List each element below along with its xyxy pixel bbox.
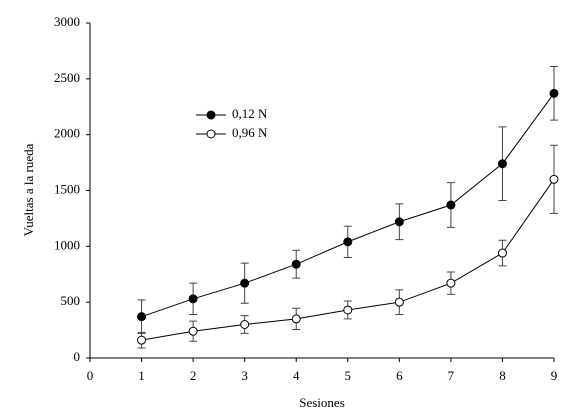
x-tick-label: 6 [396,368,403,383]
y-tick-label: 1000 [54,237,80,252]
x-tick-label: 4 [293,368,300,383]
marker [394,217,404,227]
y-tick-label: 2500 [54,70,80,85]
y-tick-label: 3000 [54,14,80,29]
marker [343,305,353,315]
y-tick-label: 1500 [54,181,80,196]
x-tick-label: 2 [190,368,197,383]
marker [446,278,456,288]
x-tick-label: 0 [87,368,94,383]
y-tick-label: 2000 [54,126,80,141]
legend-marker [206,110,216,120]
x-tick-label: 8 [499,368,506,383]
x-axis-title: Sesiones [299,395,345,410]
legend-marker [206,129,216,139]
y-axis-title: Vueltas a la rueda [21,143,36,236]
marker [291,259,301,269]
legend-label: 0,96 N [232,125,268,140]
legend-label: 0,12 N [232,106,268,121]
marker [343,237,353,247]
marker [188,326,198,336]
marker [549,88,559,98]
x-tick-label: 9 [551,368,558,383]
y-tick-label: 500 [61,293,81,308]
marker [137,335,147,345]
marker [291,314,301,324]
x-tick-label: 7 [448,368,455,383]
x-tick-label: 1 [138,368,145,383]
marker [240,278,250,288]
marker [446,200,456,210]
marker [549,174,559,184]
x-tick-label: 5 [345,368,352,383]
marker [188,294,198,304]
series-line [141,93,555,318]
marker [240,320,250,329]
marker [497,159,507,169]
marker [394,297,404,307]
marker [137,312,147,322]
y-tick-label: 0 [74,349,81,364]
marker [497,248,507,258]
x-tick-label: 3 [241,368,248,383]
